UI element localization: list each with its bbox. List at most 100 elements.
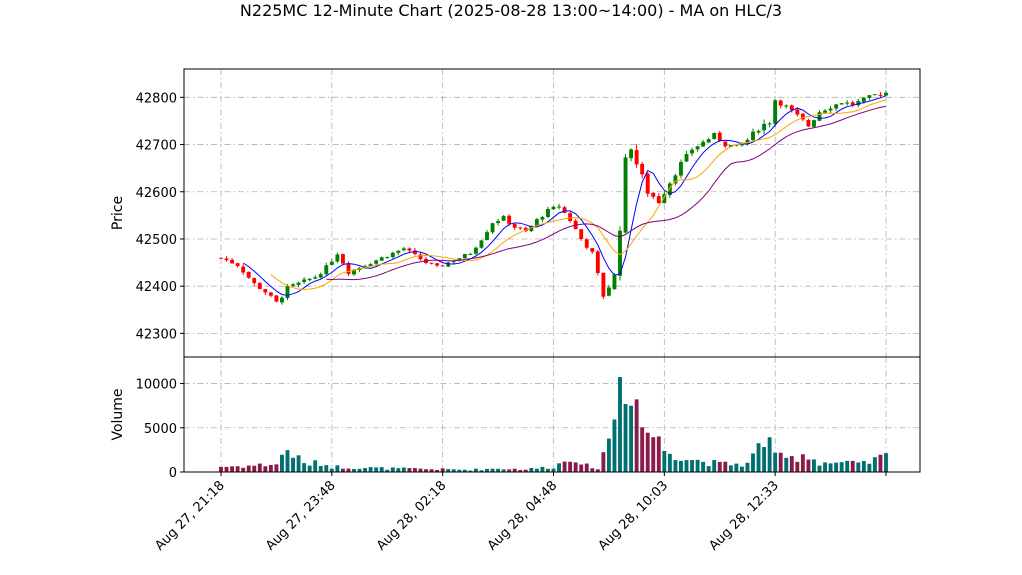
candle-body — [246, 271, 251, 278]
candle-body — [396, 250, 401, 253]
candle-body — [651, 192, 656, 197]
volume-bar — [784, 457, 789, 472]
xtick-label: Aug 28, 12:33 — [706, 478, 782, 554]
candle-body — [712, 133, 717, 139]
volume-bar — [745, 462, 750, 472]
volume-bar — [363, 468, 368, 472]
candle-body — [850, 102, 855, 106]
price-ytick-label: 42400 — [136, 280, 177, 295]
candle-body — [446, 262, 451, 267]
candle-body — [823, 110, 827, 113]
candle-body — [368, 264, 373, 267]
volume-bar — [701, 461, 706, 472]
volume-bar — [257, 463, 262, 472]
candle-body — [751, 131, 755, 141]
volume-bar — [568, 461, 573, 472]
candle-body — [518, 227, 523, 229]
candle-body — [673, 175, 678, 184]
candle-body — [884, 92, 888, 96]
volume-bar — [263, 466, 268, 472]
candle-body — [856, 101, 861, 106]
volume-bar — [606, 438, 611, 472]
volume-bar — [501, 469, 506, 472]
volume-bar — [828, 463, 833, 472]
candle-body — [878, 94, 883, 96]
volume-bar — [767, 437, 772, 472]
ma-line — [270, 99, 887, 290]
volume-bar — [507, 469, 512, 472]
volume-bar — [651, 437, 656, 472]
ma-line — [242, 95, 887, 296]
candle-body — [462, 254, 467, 259]
volume-bar — [789, 456, 794, 472]
price-ytick-label: 42800 — [136, 91, 177, 106]
volume-bar — [307, 465, 312, 472]
volume-bar — [496, 468, 501, 472]
volume-bar — [313, 460, 318, 472]
volume-bar — [739, 466, 744, 472]
candle-body — [634, 150, 639, 165]
candle-body — [778, 100, 783, 106]
candle-body — [329, 261, 334, 265]
candle-body — [296, 282, 301, 285]
volume-bar — [800, 454, 805, 472]
candle-body — [784, 105, 789, 107]
candle-body — [839, 103, 844, 105]
candle-body — [534, 219, 539, 226]
volume-bar — [590, 468, 595, 472]
candle-body — [235, 263, 240, 267]
candle-body — [606, 287, 611, 296]
volume-bar — [712, 459, 717, 472]
chart-title: N225MC 12-Minute Chart (2025-08-28 13:00… — [240, 1, 782, 20]
volume-bar — [335, 465, 340, 472]
candle-body — [618, 230, 622, 276]
volume-bar — [817, 465, 822, 472]
candle-body — [845, 102, 850, 104]
volume-bar — [695, 459, 700, 472]
price-ytick-label: 42500 — [136, 233, 177, 248]
candle-body — [728, 145, 733, 147]
ma-line — [326, 106, 887, 281]
volume-bar — [346, 468, 351, 472]
candle-body — [579, 229, 584, 240]
volume-bar — [850, 460, 855, 472]
volume-bar — [773, 452, 778, 472]
candle-body — [789, 105, 794, 110]
volume-panel-frame — [183, 356, 921, 473]
candle-body — [501, 216, 506, 221]
xtick-label: Aug 28, 04:48 — [485, 478, 561, 554]
volume-bar — [778, 452, 783, 472]
candle-body — [418, 254, 423, 260]
volume-bar — [235, 466, 240, 472]
volume-bar — [368, 467, 373, 472]
candle-body — [623, 157, 628, 233]
candle-body — [872, 94, 877, 96]
volume-bar — [861, 460, 866, 472]
volume-ytick-label: 0 — [169, 466, 177, 481]
candle-body — [346, 263, 351, 274]
volume-bar — [280, 454, 284, 472]
candle-body — [762, 123, 767, 131]
volume-bar — [762, 447, 767, 472]
volume-bar — [401, 467, 406, 472]
candle-body — [679, 161, 683, 176]
candle-body — [562, 207, 567, 213]
volume-bar — [684, 460, 689, 472]
candle-body — [717, 132, 722, 141]
candle-body — [640, 163, 645, 175]
candle-body — [512, 224, 517, 228]
price-panel-frame — [183, 68, 921, 358]
candle-body — [800, 113, 805, 120]
candle-body — [479, 240, 484, 248]
volume-bar — [806, 459, 811, 472]
volume-bar — [551, 468, 556, 472]
candle-body — [812, 120, 816, 127]
volume-bar — [540, 466, 545, 472]
candle-body — [590, 248, 595, 252]
candle-body — [257, 283, 262, 289]
volume-bar — [357, 468, 362, 472]
volume-bar — [473, 468, 478, 472]
candle-body — [413, 250, 417, 254]
volume-bar — [595, 469, 600, 472]
volume-bar — [230, 466, 235, 472]
